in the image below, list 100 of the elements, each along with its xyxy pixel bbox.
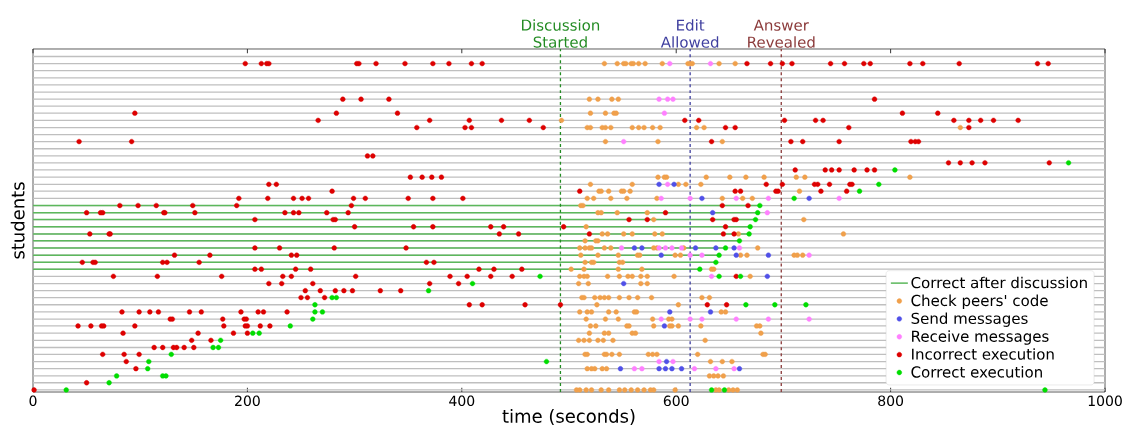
- ref-line-label: Discussion Started: [522, 19, 600, 48]
- point: [310, 316, 316, 322]
- point: [621, 280, 627, 287]
- point: [806, 316, 812, 322]
- x-axis-title: time (seconds): [502, 408, 635, 425]
- point: [667, 60, 673, 67]
- point: [1042, 387, 1048, 393]
- point: [329, 294, 335, 301]
- point: [692, 245, 699, 251]
- point: [621, 138, 627, 145]
- point: [667, 309, 673, 315]
- point: [333, 294, 339, 301]
- legend-label: Correct execution: [911, 366, 1042, 378]
- x-tick-label: 200: [235, 395, 260, 407]
- legend-label: Send messages: [911, 312, 1028, 327]
- point: [772, 302, 778, 308]
- point: [752, 216, 759, 223]
- point: [218, 337, 224, 343]
- point: [656, 366, 662, 372]
- point: [687, 316, 693, 322]
- point: [287, 323, 293, 329]
- point: [665, 181, 671, 187]
- point: [691, 366, 698, 372]
- point: [699, 195, 705, 201]
- x-tick-label: 0: [29, 395, 37, 407]
- point: [708, 387, 715, 393]
- point: [716, 273, 722, 279]
- point: [836, 195, 842, 201]
- point: [106, 380, 112, 386]
- point: [663, 358, 670, 365]
- ref-line-label: Answer Revealed: [748, 19, 815, 48]
- point: [1065, 160, 1072, 166]
- point: [747, 224, 753, 230]
- point: [537, 273, 543, 279]
- point: [617, 366, 624, 372]
- x-tick-label: 400: [449, 395, 475, 407]
- point: [250, 330, 256, 336]
- point: [733, 316, 739, 322]
- point: [146, 358, 152, 365]
- point: [658, 252, 664, 258]
- point: [746, 231, 752, 237]
- point: [731, 366, 737, 372]
- point: [661, 110, 668, 116]
- point: [764, 210, 770, 216]
- point: [856, 188, 863, 194]
- point: [708, 273, 715, 279]
- point: [145, 366, 151, 372]
- point: [713, 366, 719, 372]
- point: [699, 252, 705, 258]
- point: [658, 316, 664, 322]
- point: [803, 302, 809, 308]
- point: [707, 309, 714, 315]
- x-tick-label: 600: [663, 395, 689, 407]
- point: [543, 358, 550, 365]
- point: [669, 366, 675, 372]
- point: [733, 252, 739, 258]
- point: [687, 252, 693, 258]
- point: [656, 181, 662, 187]
- y-axis-title: students: [10, 182, 25, 259]
- point: [876, 181, 882, 187]
- point: [697, 266, 703, 272]
- point: [639, 366, 645, 372]
- point: [736, 366, 743, 372]
- point: [755, 210, 761, 216]
- point: [757, 202, 763, 209]
- point: [670, 358, 676, 365]
- point: [806, 195, 812, 201]
- point: [210, 344, 216, 351]
- point: [618, 245, 625, 251]
- point: [665, 96, 671, 102]
- point: [707, 60, 714, 67]
- point: [639, 245, 645, 251]
- point: [256, 330, 262, 336]
- point: [806, 252, 812, 258]
- point: [716, 252, 722, 258]
- point: [892, 167, 898, 173]
- point: [765, 316, 771, 322]
- point: [710, 210, 716, 216]
- legend-label: Check peers' code: [911, 294, 1048, 310]
- point: [733, 195, 739, 201]
- point: [736, 238, 743, 244]
- point: [168, 351, 174, 357]
- point: [743, 302, 749, 308]
- point: [670, 96, 676, 102]
- point: [425, 288, 432, 294]
- x-tick-label: 800: [878, 395, 904, 407]
- point: [671, 181, 677, 187]
- point: [469, 280, 476, 287]
- point: [678, 366, 685, 372]
- point: [722, 245, 729, 251]
- point: [658, 195, 664, 201]
- point: [631, 366, 637, 372]
- point: [699, 316, 705, 322]
- point: [713, 259, 719, 265]
- point: [721, 387, 728, 393]
- ref-line-label: Edit Allowed: [660, 19, 719, 48]
- point: [736, 245, 743, 251]
- point: [764, 273, 770, 279]
- legend-label: Receive messages: [912, 330, 1049, 345]
- point: [669, 245, 675, 251]
